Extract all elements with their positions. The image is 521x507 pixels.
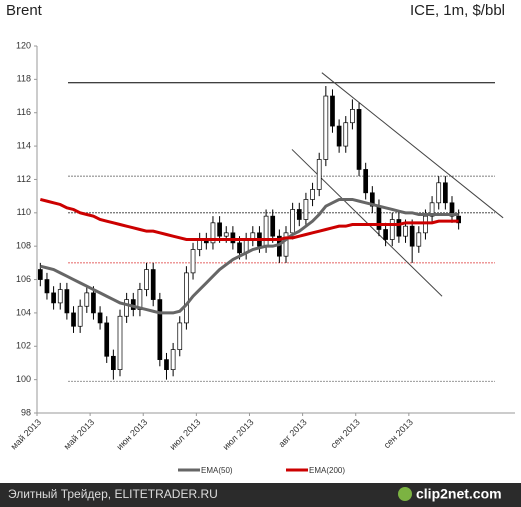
candle-body (51, 292, 56, 304)
candle-body (356, 109, 362, 170)
y-tick-label: 98 (21, 407, 31, 417)
x-tick-label: сен 2013 (382, 417, 415, 450)
candle-body (144, 269, 149, 290)
candle-body (190, 249, 196, 274)
candle-body (37, 269, 43, 280)
candle-body (104, 322, 110, 357)
candle-body (64, 289, 70, 314)
y-tick-label: 112 (17, 174, 31, 184)
ema-line (39, 197, 459, 315)
candle-body (369, 192, 375, 207)
footer-bar (0, 483, 521, 507)
x-tick-label: июл 2013 (168, 417, 203, 452)
x-tick-label: май 2013 (62, 417, 96, 451)
candle-body (170, 349, 176, 370)
candle-body (230, 232, 236, 244)
x-tick-label: июл 2013 (221, 417, 256, 452)
chart-title: Brent (6, 2, 43, 19)
candle-body (290, 209, 295, 234)
trend-line (321, 72, 504, 219)
y-tick-label: 104 (16, 307, 31, 317)
chart-subtitle: ICE, 1m, $/bbl (410, 2, 505, 19)
footer-source: Элитный Трейдер, ELITETRADER.RU (8, 487, 218, 501)
candle-body (263, 215, 269, 247)
candle-body (157, 299, 163, 360)
candle-body (409, 225, 415, 247)
candle-body (177, 322, 183, 350)
logo-icon (398, 487, 412, 501)
candle-body (316, 159, 322, 190)
candle-body (237, 242, 242, 254)
candle-body (383, 229, 388, 240)
x-tick-label: сен 2013 (329, 417, 362, 450)
y-tick-label: 102 (16, 341, 31, 351)
y-tick-label: 100 (16, 374, 31, 384)
candle-body (117, 315, 123, 370)
candle-body (270, 215, 276, 237)
candle-body (91, 292, 96, 314)
candle-body (124, 299, 129, 317)
candle-body (84, 292, 90, 307)
candle-body (376, 205, 382, 230)
candle-body (217, 222, 222, 237)
candle-body (97, 312, 103, 324)
candle-body (184, 272, 189, 324)
y-tick-label: 118 (17, 74, 31, 84)
candle-body (343, 122, 349, 147)
candle-body (423, 215, 428, 234)
candle-body (456, 215, 461, 224)
y-tick-label: 106 (16, 274, 31, 284)
candle-body (210, 222, 216, 244)
candle-body (416, 232, 422, 247)
candle-body (44, 279, 50, 294)
candle-body (223, 232, 229, 237)
candle-body (443, 182, 448, 204)
legend-label: EMA(50) (201, 466, 233, 475)
candle-body (77, 305, 83, 327)
candle-body (323, 95, 329, 160)
candle-body (336, 125, 342, 147)
y-tick-label: 120 (16, 40, 31, 50)
x-tick-label: июн 2013 (114, 417, 149, 452)
candle-body (310, 189, 315, 200)
candle-body (330, 95, 335, 127)
y-tick-label: 110 (17, 207, 31, 217)
y-tick-label: 114 (17, 140, 31, 150)
candle-body (396, 219, 402, 237)
candle-body (150, 269, 156, 300)
candle-body (436, 182, 442, 204)
candle-body (71, 312, 76, 327)
y-tick-label: 108 (16, 241, 31, 251)
candle-body (283, 232, 289, 257)
legend-label: EMA(200) (309, 466, 345, 475)
x-tick-label: май 2013 (9, 417, 43, 451)
candle-body (111, 355, 116, 370)
candle-body (197, 239, 203, 250)
candle-body (449, 202, 455, 217)
candle-body (350, 109, 355, 124)
candle-body (403, 225, 408, 237)
x-tick-label: авг 2013 (276, 417, 308, 449)
candle-body (303, 199, 309, 220)
candle-body (296, 209, 302, 220)
candle-body (57, 289, 63, 304)
y-tick-label: 116 (17, 107, 31, 117)
candle-body (389, 219, 395, 240)
candle-body (164, 359, 169, 370)
ema-line (39, 198, 459, 242)
candle-body (137, 289, 143, 310)
footer-logo: clip2net.com (416, 486, 502, 502)
candle-body (429, 202, 435, 217)
candle-body (363, 169, 369, 194)
